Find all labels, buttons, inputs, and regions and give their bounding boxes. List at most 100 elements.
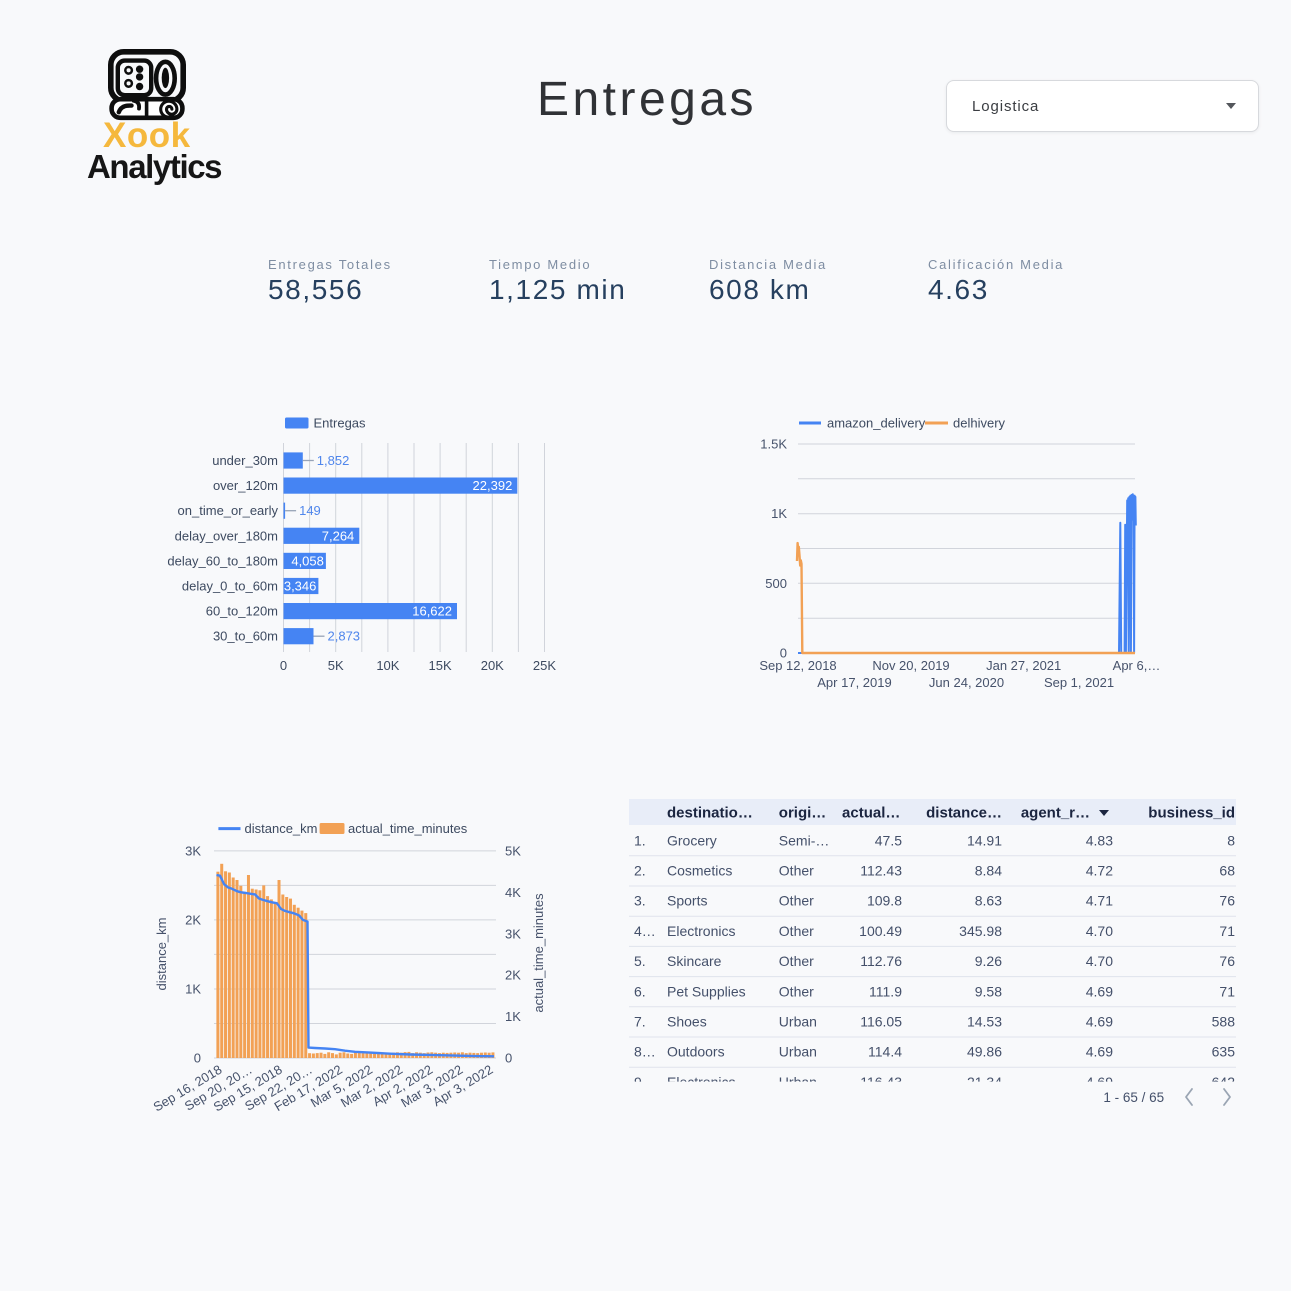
svg-text:amazon_delivery: amazon_delivery [827, 416, 926, 431]
svg-text:0: 0 [780, 646, 787, 661]
svg-text:Sep 12, 2018: Sep 12, 2018 [759, 658, 836, 673]
svg-text:588: 588 [1212, 1014, 1236, 1030]
svg-text:Shoes: Shoes [667, 1014, 707, 1030]
svg-text:2,873: 2,873 [328, 629, 361, 644]
svg-text:Entregas: Entregas [314, 416, 367, 431]
svg-text:4.72: 4.72 [1086, 863, 1113, 879]
svg-text:635: 635 [1212, 1044, 1236, 1060]
svg-text:49.86: 49.86 [967, 1044, 1002, 1060]
svg-text:2.: 2. [634, 863, 646, 879]
svg-text:112.76: 112.76 [860, 953, 902, 969]
svg-text:4,058: 4,058 [291, 553, 324, 568]
svg-text:4K: 4K [505, 885, 521, 900]
svg-text:8: 8 [1227, 832, 1235, 848]
svg-text:actual_time_minutes: actual_time_minutes [531, 893, 546, 1013]
svg-text:Urban: Urban [779, 1074, 817, 1090]
svg-text:Nov 20, 2019: Nov 20, 2019 [872, 658, 949, 673]
svg-text:21.34: 21.34 [967, 1074, 1002, 1090]
svg-text:business_id: business_id [1148, 805, 1235, 822]
svg-text:30_to_60m: 30_to_60m [213, 629, 278, 644]
svg-text:9.26: 9.26 [975, 953, 1002, 969]
svg-text:68: 68 [1219, 863, 1235, 879]
svg-text:7.: 7. [634, 1014, 646, 1030]
svg-text:delay_over_180m: delay_over_180m [175, 528, 278, 543]
svg-text:9.58: 9.58 [975, 983, 1002, 999]
svg-text:4.69: 4.69 [1086, 1044, 1113, 1060]
svg-text:1K: 1K [185, 982, 201, 997]
svg-text:20K: 20K [481, 658, 504, 673]
svg-text:Jun 24, 2020: Jun 24, 2020 [929, 675, 1004, 690]
svg-text:Other: Other [779, 983, 814, 999]
svg-text:actual…: actual… [842, 805, 900, 822]
svg-text:1.: 1. [634, 832, 646, 848]
svg-text:Urban: Urban [779, 1014, 817, 1030]
svg-text:14.53: 14.53 [967, 1014, 1002, 1030]
svg-text:15K: 15K [429, 658, 452, 673]
svg-text:5K: 5K [328, 658, 344, 673]
svg-text:8.63: 8.63 [975, 893, 1002, 909]
svg-text:116.05: 116.05 [860, 1014, 902, 1030]
svg-text:agent_r…: agent_r… [1021, 805, 1090, 822]
svg-text:delhivery: delhivery [953, 416, 1006, 431]
svg-text:116.43: 116.43 [860, 1074, 902, 1090]
svg-text:6.: 6. [634, 983, 646, 999]
svg-text:distance…: distance… [926, 805, 1002, 822]
svg-text:3K: 3K [505, 926, 521, 941]
svg-text:112.43: 112.43 [860, 863, 902, 879]
svg-text:destinatio…: destinatio… [667, 805, 753, 822]
svg-text:25K: 25K [533, 658, 556, 673]
svg-text:4.70: 4.70 [1086, 953, 1113, 969]
svg-text:Other: Other [779, 863, 814, 879]
svg-text:Jan 27, 2021: Jan 27, 2021 [986, 658, 1061, 673]
svg-text:10K: 10K [376, 658, 399, 673]
svg-text:Apr 17, 2019: Apr 17, 2019 [817, 675, 891, 690]
svg-text:origi…: origi… [779, 805, 827, 822]
svg-text:14.91: 14.91 [967, 832, 1002, 848]
svg-text:76: 76 [1219, 953, 1235, 969]
svg-text:Skincare: Skincare [667, 953, 722, 969]
svg-text:71: 71 [1219, 983, 1235, 999]
svg-text:345.98: 345.98 [959, 923, 1002, 939]
svg-text:3,346: 3,346 [284, 579, 317, 594]
svg-text:71: 71 [1219, 923, 1235, 939]
svg-text:22,392: 22,392 [473, 478, 513, 493]
svg-text:100.49: 100.49 [859, 923, 902, 939]
svg-text:4.69: 4.69 [1086, 1074, 1113, 1090]
svg-text:3K: 3K [185, 843, 201, 858]
svg-text:0: 0 [194, 1051, 201, 1066]
svg-text:16,622: 16,622 [412, 604, 452, 619]
svg-text:2K: 2K [185, 912, 201, 927]
svg-text:Other: Other [779, 923, 814, 939]
svg-text:1.5K: 1.5K [760, 437, 787, 452]
svg-text:Other: Other [779, 893, 814, 909]
svg-text:2K: 2K [505, 968, 521, 983]
svg-text:109.8: 109.8 [867, 893, 902, 909]
svg-text:distance_km: distance_km [154, 918, 169, 991]
svg-text:60_to_120m: 60_to_120m [206, 604, 278, 619]
svg-text:114.4: 114.4 [868, 1044, 902, 1060]
svg-text:0: 0 [505, 1051, 512, 1066]
svg-text:7,264: 7,264 [322, 528, 355, 543]
svg-text:actual_time_minutes: actual_time_minutes [348, 821, 468, 836]
svg-text:Semi-…: Semi-… [779, 832, 830, 848]
svg-text:distance_km: distance_km [245, 821, 318, 836]
svg-text:4.71: 4.71 [1086, 893, 1113, 909]
svg-text:Pet Supplies: Pet Supplies [667, 983, 746, 999]
svg-text:5.: 5. [634, 953, 646, 969]
svg-text:4…: 4… [634, 923, 656, 939]
svg-text:5K: 5K [505, 844, 521, 859]
svg-text:0: 0 [280, 658, 287, 673]
svg-text:Electronics: Electronics [667, 1074, 735, 1090]
svg-text:Grocery: Grocery [667, 832, 717, 848]
svg-text:1 - 65 / 65: 1 - 65 / 65 [1103, 1090, 1164, 1105]
svg-text:642: 642 [1212, 1074, 1236, 1090]
svg-text:Apr 6,…: Apr 6,… [1113, 658, 1161, 673]
svg-text:47.5: 47.5 [875, 832, 902, 848]
svg-text:Sports: Sports [667, 893, 707, 909]
svg-text:Outdoors: Outdoors [667, 1044, 725, 1060]
svg-text:4.69: 4.69 [1086, 983, 1113, 999]
svg-text:8…: 8… [634, 1044, 656, 1060]
svg-text:4.69: 4.69 [1086, 1014, 1113, 1030]
svg-text:over_120m: over_120m [213, 478, 278, 493]
svg-text:under_30m: under_30m [212, 453, 278, 468]
